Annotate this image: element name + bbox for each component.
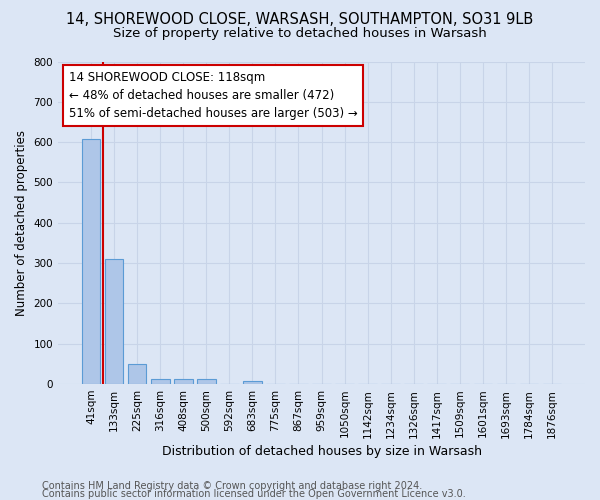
Bar bbox=[105, 258, 124, 384]
Bar bbox=[197, 378, 215, 384]
Bar bbox=[151, 379, 170, 384]
Bar bbox=[128, 364, 146, 384]
X-axis label: Distribution of detached houses by size in Warsash: Distribution of detached houses by size … bbox=[161, 444, 482, 458]
Bar bbox=[82, 140, 100, 384]
Text: 14 SHOREWOOD CLOSE: 118sqm
← 48% of detached houses are smaller (472)
51% of sem: 14 SHOREWOOD CLOSE: 118sqm ← 48% of deta… bbox=[68, 71, 358, 120]
Text: 14, SHOREWOOD CLOSE, WARSASH, SOUTHAMPTON, SO31 9LB: 14, SHOREWOOD CLOSE, WARSASH, SOUTHAMPTO… bbox=[67, 12, 533, 28]
Bar bbox=[174, 378, 193, 384]
Y-axis label: Number of detached properties: Number of detached properties bbox=[15, 130, 28, 316]
Text: Contains HM Land Registry data © Crown copyright and database right 2024.: Contains HM Land Registry data © Crown c… bbox=[42, 481, 422, 491]
Text: Contains public sector information licensed under the Open Government Licence v3: Contains public sector information licen… bbox=[42, 489, 466, 499]
Bar bbox=[243, 380, 262, 384]
Text: Size of property relative to detached houses in Warsash: Size of property relative to detached ho… bbox=[113, 28, 487, 40]
